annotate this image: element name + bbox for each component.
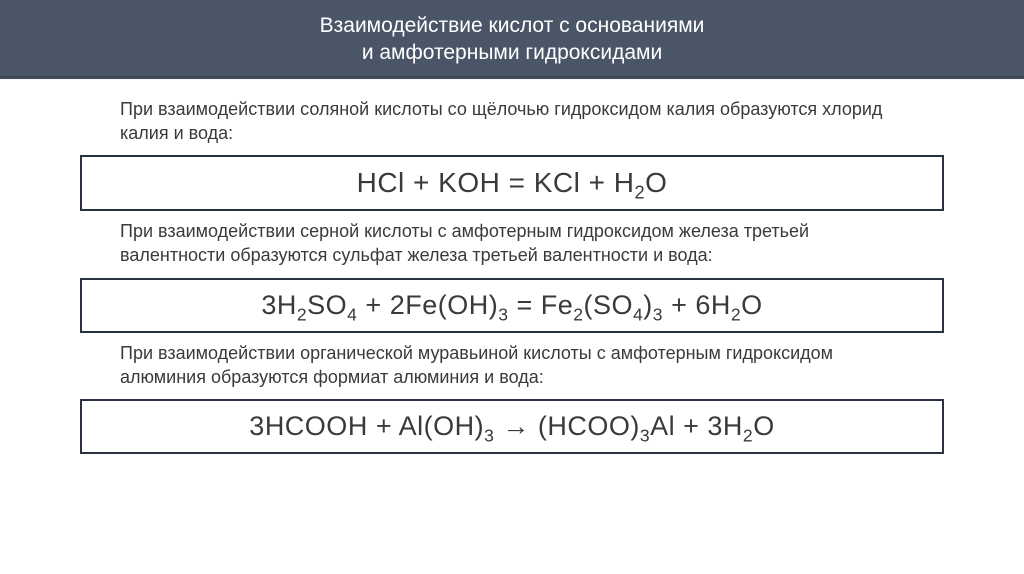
section-1-formula: HCl + KOH = KCl + H2O	[80, 155, 944, 211]
section-2-description: При взаимодействии серной кислоты с амфо…	[120, 219, 904, 268]
section-2-formula: 3H2SO4 + 2Fe(OH)3 = Fe2(SO4)3 + 6H2O	[80, 278, 944, 333]
slide-header: Взаимодействие кислот с основаниями и ам…	[0, 0, 1024, 79]
section-3-description: При взаимодействии органической муравьин…	[120, 341, 904, 390]
header-line-2: и амфотерными гидроксидами	[362, 41, 662, 64]
section-3-formula: 3HCOOH + Al(OH)3 → (HCOO)3Al + 3H2O	[80, 399, 944, 454]
slide-content: При взаимодействии соляной кислоты со щё…	[0, 79, 1024, 455]
section-1-description: При взаимодействии соляной кислоты со щё…	[120, 97, 904, 146]
header-line-1: Взаимодействие кислот с основаниями	[320, 14, 705, 37]
